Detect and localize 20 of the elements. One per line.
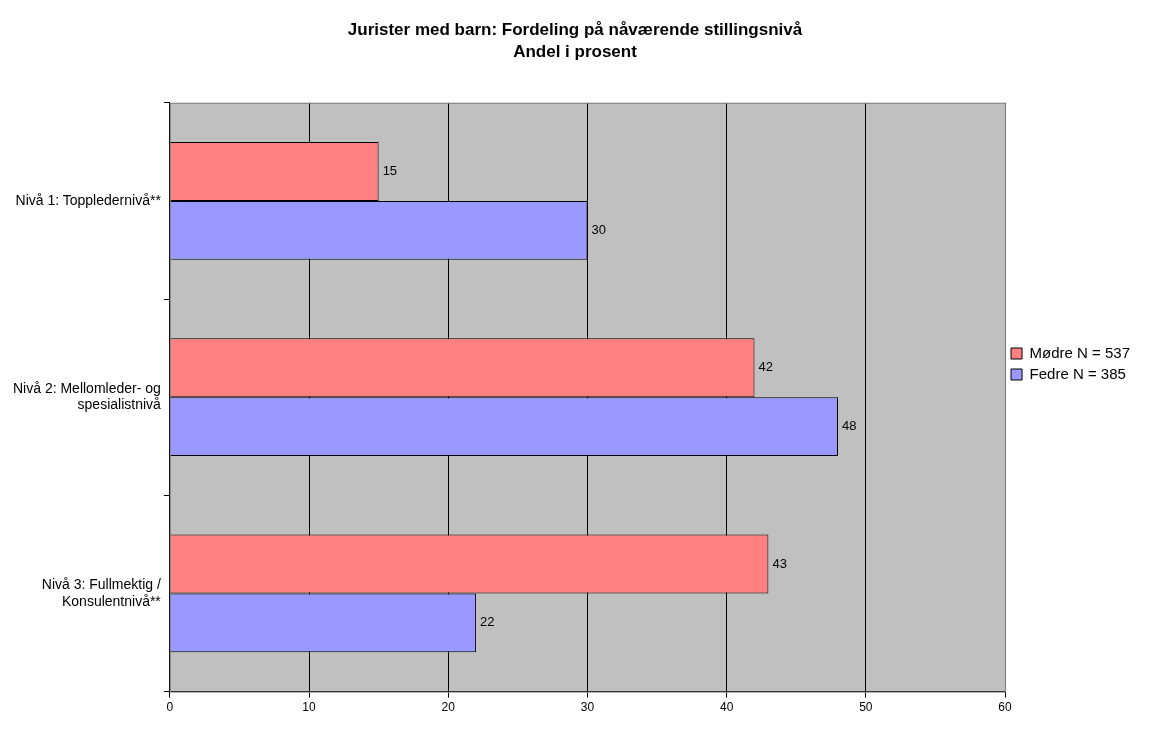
legend-label: Fedre N = 385 — [1029, 364, 1126, 382]
data-label: 42 — [758, 359, 773, 375]
legend-label: Mødre N = 537 — [1029, 343, 1131, 361]
chart-title: Jurister med barn: Fordeling på nåværende stillingsnivå — [347, 19, 803, 39]
x-tick-label: 40 — [719, 700, 734, 715]
y-tick-label: Nivå 3: Fullmektig / Konsulentnivå** — [41, 575, 162, 609]
data-label: 22 — [480, 614, 495, 630]
x-tick-label: 50 — [859, 700, 873, 715]
y-tick-label: Nivå 2: Mellomleder- og spesialistnivå — [12, 379, 162, 413]
chart-subtitle: Andel i prosent — [513, 42, 638, 62]
y-tick-label: Nivå 1: Toppledernivå** — [15, 191, 162, 208]
data-label: 30 — [591, 221, 606, 237]
x-tick-label: 20 — [441, 700, 456, 715]
data-label: 15 — [382, 163, 398, 179]
data-label: 43 — [772, 555, 787, 571]
x-tick-label: 10 — [302, 700, 317, 715]
x-tick-label: 60 — [998, 700, 1013, 715]
x-tick-label: 0 — [166, 700, 174, 715]
x-tick-label: 30 — [580, 700, 595, 715]
data-label: 48 — [842, 418, 857, 434]
